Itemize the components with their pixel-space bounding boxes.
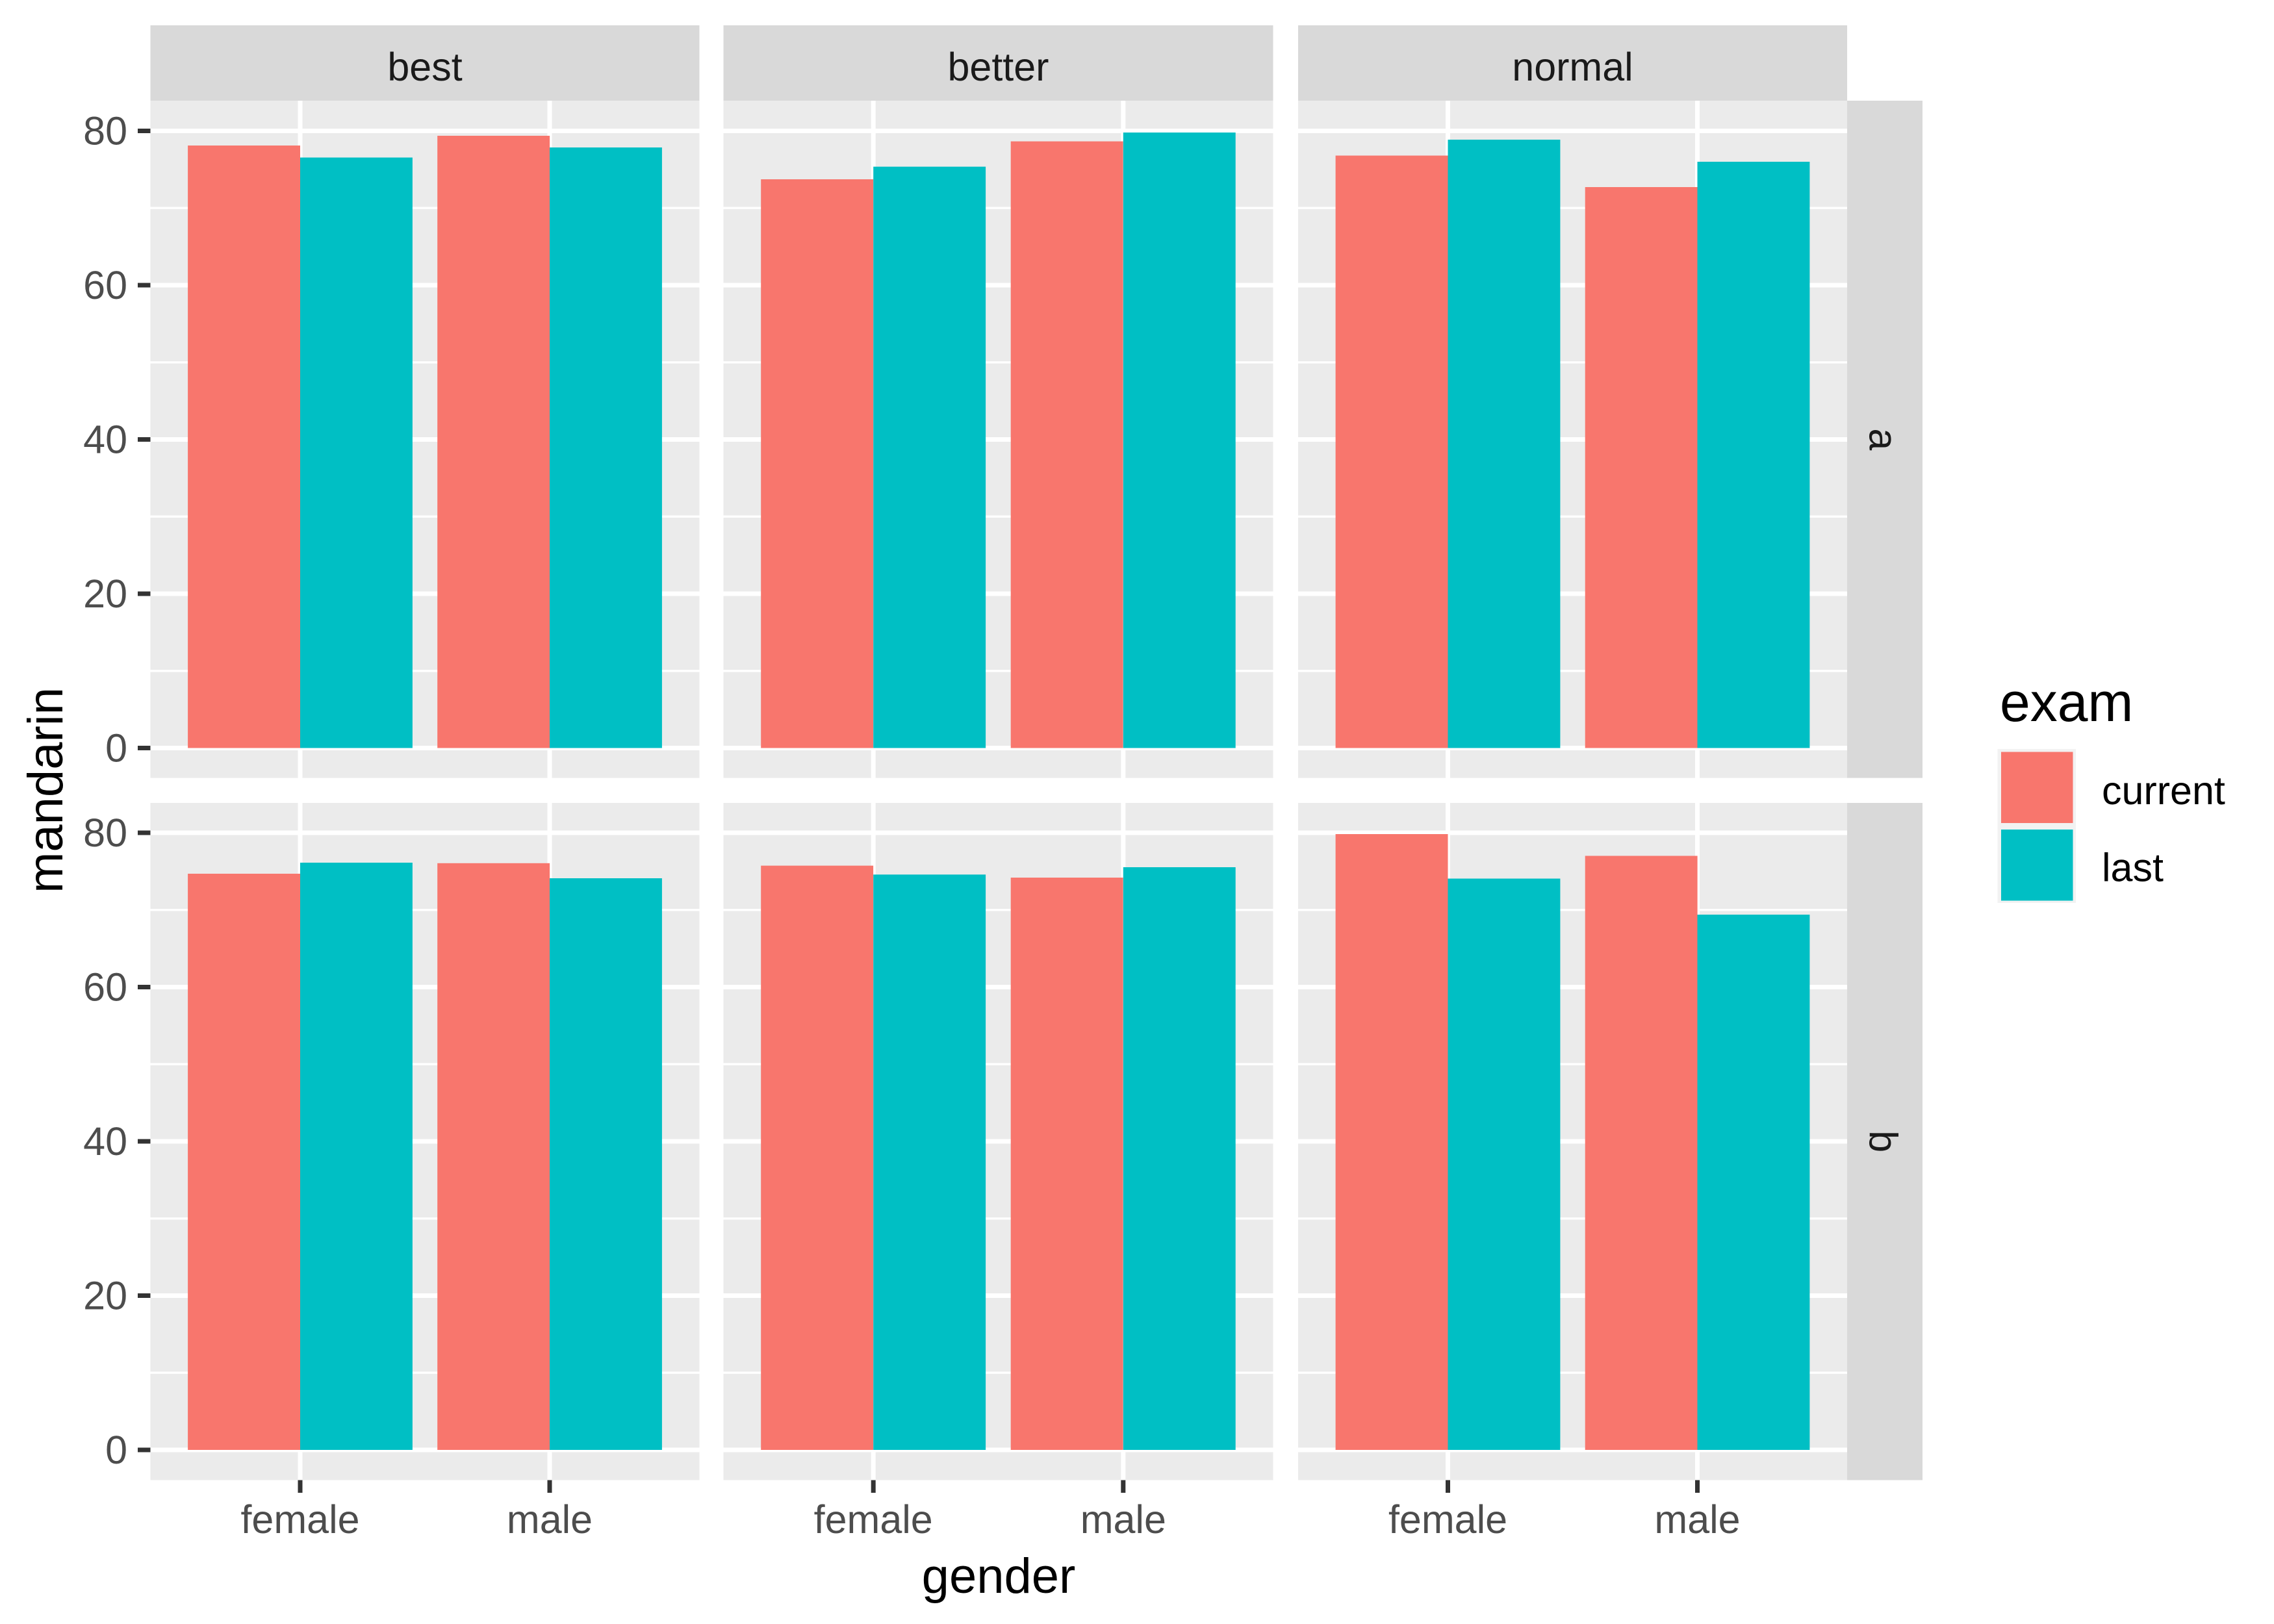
svg-text:0: 0 [105,726,127,770]
svg-text:exam: exam [2000,672,2133,733]
svg-text:normal: normal [1512,45,1633,89]
svg-text:better: better [948,45,1049,89]
svg-text:b: b [1861,1130,1906,1152]
svg-text:80: 80 [83,811,127,855]
svg-text:a: a [1861,428,1906,450]
svg-text:male: male [1080,1497,1166,1542]
svg-text:last: last [2102,846,2164,890]
svg-text:female: female [1388,1497,1507,1542]
svg-text:female: female [814,1497,933,1542]
svg-text:0: 0 [105,1428,127,1472]
svg-text:gender: gender [922,1549,1076,1604]
svg-text:40: 40 [83,418,127,462]
svg-text:male: male [507,1497,593,1542]
svg-text:40: 40 [83,1119,127,1163]
svg-text:current: current [2102,768,2225,813]
svg-text:20: 20 [83,572,127,616]
svg-text:mandarin: mandarin [18,687,73,893]
svg-text:20: 20 [83,1274,127,1318]
svg-text:80: 80 [83,109,127,153]
svg-text:60: 60 [83,263,127,307]
svg-text:60: 60 [83,965,127,1009]
svg-text:best: best [387,45,462,89]
svg-text:male: male [1654,1497,1740,1542]
svg-text:female: female [240,1497,359,1542]
